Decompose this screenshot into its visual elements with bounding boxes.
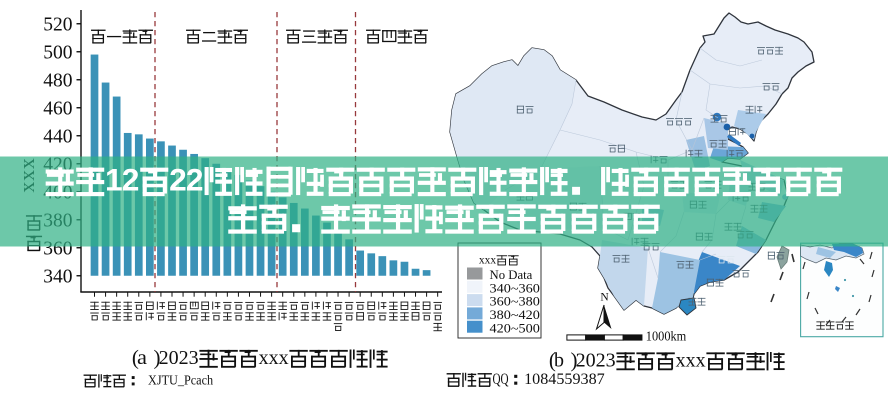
svg-text:XJTU_Pcach: XJTU_Pcach (148, 374, 213, 389)
svg-text:460: 460 (43, 98, 72, 119)
svg-text:1084559387: 1084559387 (524, 371, 605, 388)
svg-text:2: 2 (122, 162, 140, 198)
svg-text:): ) (154, 346, 161, 370)
svg-text:xxx: xxx (676, 350, 706, 372)
svg-text:420~500: 420~500 (490, 320, 540, 335)
svg-text:340: 340 (43, 266, 72, 287)
svg-text:380~420: 380~420 (490, 307, 540, 322)
svg-text:xxx: xxx (479, 254, 497, 266)
svg-text:N: N (600, 292, 609, 304)
svg-text:xxx: xxx (259, 347, 289, 369)
svg-text:2023: 2023 (576, 350, 616, 372)
svg-text:500: 500 (43, 42, 72, 63)
svg-text:520: 520 (43, 14, 72, 35)
svg-text:1: 1 (105, 162, 123, 198)
svg-text:360~380: 360~380 (490, 294, 540, 309)
svg-text:No Data: No Data (490, 267, 533, 282)
svg-text:2023: 2023 (159, 347, 199, 369)
svg-text:340~360: 340~360 (490, 280, 540, 295)
svg-text:(: ( (132, 346, 139, 370)
svg-text:b: b (554, 350, 564, 372)
svg-text:2: 2 (186, 162, 204, 198)
svg-text:480: 480 (43, 70, 72, 91)
svg-text:1000km: 1000km (646, 329, 687, 344)
svg-text:(: ( (549, 348, 556, 372)
svg-text:QQ: QQ (493, 371, 509, 388)
svg-text:): ) (571, 348, 578, 372)
svg-text:2: 2 (169, 162, 187, 198)
svg-text:a: a (137, 347, 147, 369)
svg-text:440: 440 (43, 126, 72, 147)
